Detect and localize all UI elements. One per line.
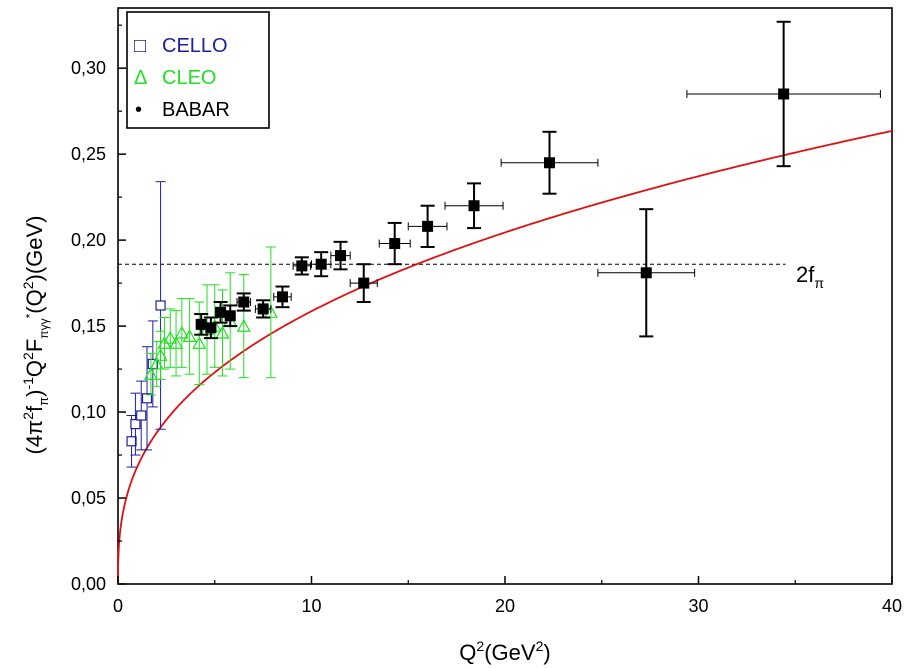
legend-label-babar: BABAR (162, 99, 230, 121)
y-tick-label: 0,20 (71, 230, 106, 250)
data-point (358, 277, 370, 289)
fit-curve-layer (117, 130, 893, 584)
legend-marker-cleo: Δ (134, 67, 147, 89)
legend-entry-cello: □ CELLO (134, 35, 228, 57)
legend-entry-babar: • BABAR (135, 99, 230, 121)
data-point (130, 418, 141, 430)
y-tick-label: 0,30 (71, 58, 106, 78)
data-point (126, 436, 137, 447)
x-tick-label: 10 (301, 596, 321, 616)
series-babar (194, 20, 881, 340)
data-point (215, 306, 227, 318)
legend-box (126, 11, 270, 129)
x-axis-title: Q2(GeV2) (459, 638, 550, 665)
data-point (143, 366, 158, 380)
data-point (468, 200, 480, 212)
data-point (149, 356, 164, 370)
y-tick-label: 0,00 (71, 574, 106, 594)
data-point (544, 157, 556, 169)
data-point (192, 336, 207, 349)
legend: □ CELLO Δ CLEO • BABAR (126, 11, 270, 129)
series-cello (126, 181, 166, 468)
data-point (169, 336, 184, 349)
data-point (640, 267, 652, 279)
data-point (155, 300, 166, 311)
legend-marker-cello: □ (134, 35, 146, 57)
legend-marker-babar: • (135, 99, 142, 121)
data-point (136, 410, 147, 421)
data-point (276, 291, 288, 303)
y-tick-label: 0,25 (71, 144, 106, 164)
data-point (422, 220, 434, 232)
y-tick-label: 0,10 (71, 402, 106, 422)
x-tick-label: 20 (495, 596, 515, 616)
data-point (236, 318, 251, 332)
fit-curve (117, 130, 893, 584)
reference-line-label: 2fπ (796, 262, 824, 291)
data-point (296, 260, 308, 272)
data-point (174, 325, 189, 339)
data-point (205, 322, 217, 334)
legend-entry-cleo: Δ CLEO (134, 67, 216, 89)
legend-label-cello: CELLO (162, 35, 228, 57)
x-tick-label: 40 (882, 596, 902, 616)
data-point (195, 318, 207, 330)
data-point (215, 325, 230, 339)
x-tick-label: 0 (113, 596, 123, 616)
data-point (335, 250, 347, 262)
data-point (224, 310, 236, 322)
data-point (315, 258, 327, 270)
data-point (153, 348, 168, 361)
data-point (389, 238, 401, 250)
axes-layer: 0 10 20 30 40 0,00 0,05 0,10 0,15 0,20 0,25 0,30 (71, 24, 902, 616)
legend-label-cleo: CLEO (162, 67, 216, 89)
y-tick-label: 0,05 (71, 488, 106, 508)
data-points-layer (126, 20, 881, 468)
data-point (182, 329, 197, 343)
data-point (163, 330, 178, 344)
y-tick-label: 0,15 (71, 316, 106, 336)
data-point (257, 303, 269, 315)
x-tick-label: 30 (688, 596, 708, 616)
data-point (141, 393, 153, 404)
data-point (778, 88, 790, 100)
data-point (238, 296, 250, 308)
y-axis-title: (4π2fπ)-1Q2Fπγγ*(Q2)(GeV) (20, 215, 51, 454)
